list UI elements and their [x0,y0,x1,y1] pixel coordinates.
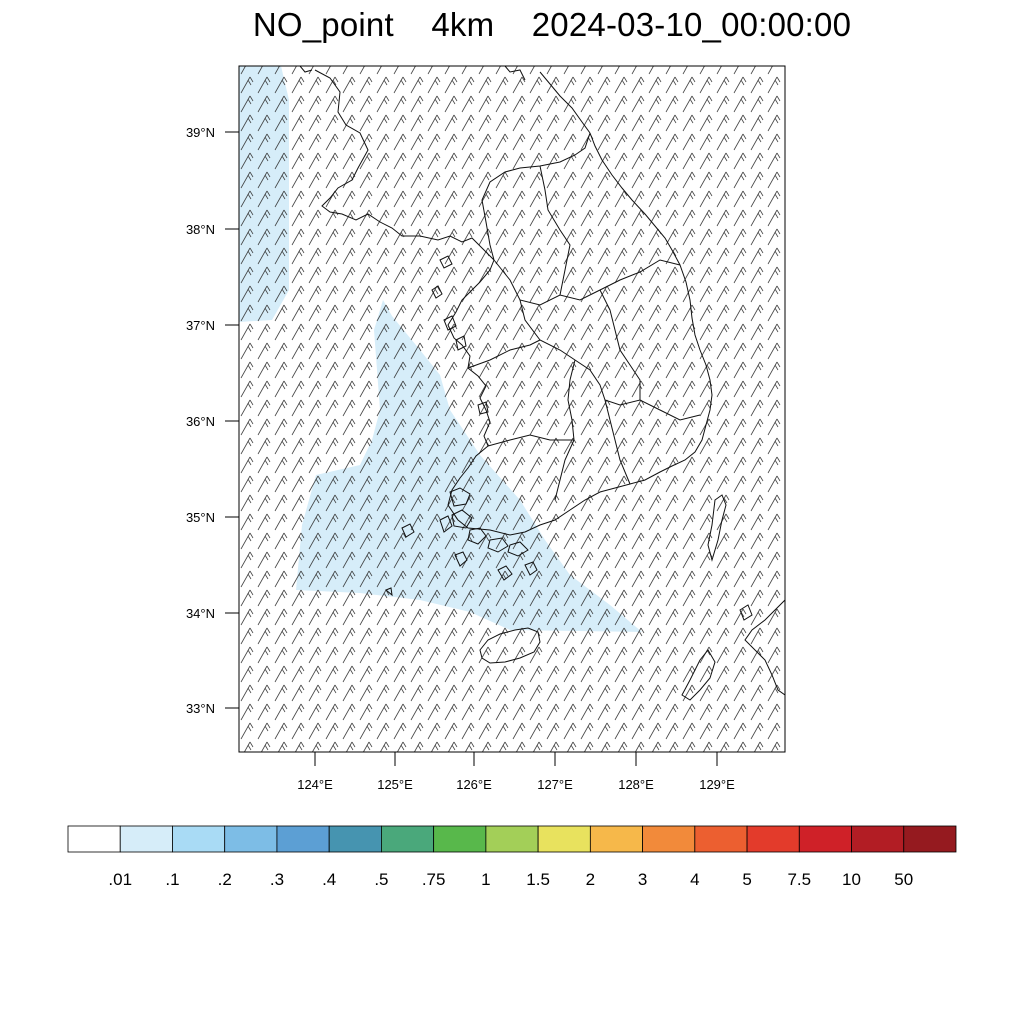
coastline [299,66,785,701]
colorbar-box [642,825,696,853]
lon-label-126: 126°E [456,777,492,792]
colorbar-label: 3 [637,870,648,889]
colorbar-box [172,825,226,853]
colorbar-label: 1.5 [526,870,550,889]
colorbar-box [433,825,487,853]
lat-label-34: 34°N [186,606,215,621]
colorbar-box [798,825,852,853]
colorbar-label: 10 [842,870,861,889]
lon-label-129: 129°E [699,777,735,792]
lon-label-124: 124°E [297,777,333,792]
colorbar-label: .3 [269,870,285,889]
colorbar-box [537,825,591,853]
colorbar-label: 2 [585,870,596,889]
colorbar-label: .75 [421,870,446,889]
colorbar-label: 1 [481,870,491,889]
lat-label-35: 35°N [186,510,215,525]
colorbar-box [381,825,435,853]
colorbar-label: 7.5 [787,870,812,889]
lat-label-33: 33°N [186,701,215,716]
colorbar-box [119,825,173,853]
lon-label-125: 125°E [377,777,413,792]
colorbar-box [694,825,748,853]
lon-label-127: 127°E [537,777,573,792]
colorbar-box [589,825,643,853]
plot-frame [238,65,786,753]
lat-label-39: 39°N [186,125,215,140]
colorbar-box [67,825,121,853]
colorbar-box [276,825,330,853]
colorbar-box [328,825,382,853]
colorbar-box [851,825,905,853]
colorbar-label: .2 [217,870,232,889]
colorbar-label: 50 [894,870,914,889]
lat-label-36: 36°N [186,414,215,429]
wind-barb-field [239,66,785,752]
colorbar-label: 5 [742,870,752,889]
title-resolution: 4km [431,6,495,43]
colorbar-label: .1 [165,870,180,889]
lat-label-38: 38°N [186,222,215,237]
colorbar-box [903,825,957,853]
lat-axis [225,131,239,709]
title-variable: NO_point [252,6,394,43]
colorbar-label: 4 [690,870,700,889]
lat-label-37: 37°N [186,318,215,333]
lon-axis [314,752,718,766]
colorbar-box [746,825,800,853]
colorbar-label: .4 [322,870,337,889]
title-datetime: 2024-03-10_00:00:00 [531,6,852,43]
colorbar-label: .5 [374,870,389,889]
colorbar [67,825,957,853]
plot-title: NO_point 4km 2024-03-10_00:00:00 [0,6,1024,44]
colorbar-box [224,825,278,853]
lon-label-128: 128°E [618,777,654,792]
colorbar-box [485,825,539,853]
colorbar-label: .01 [108,870,133,889]
